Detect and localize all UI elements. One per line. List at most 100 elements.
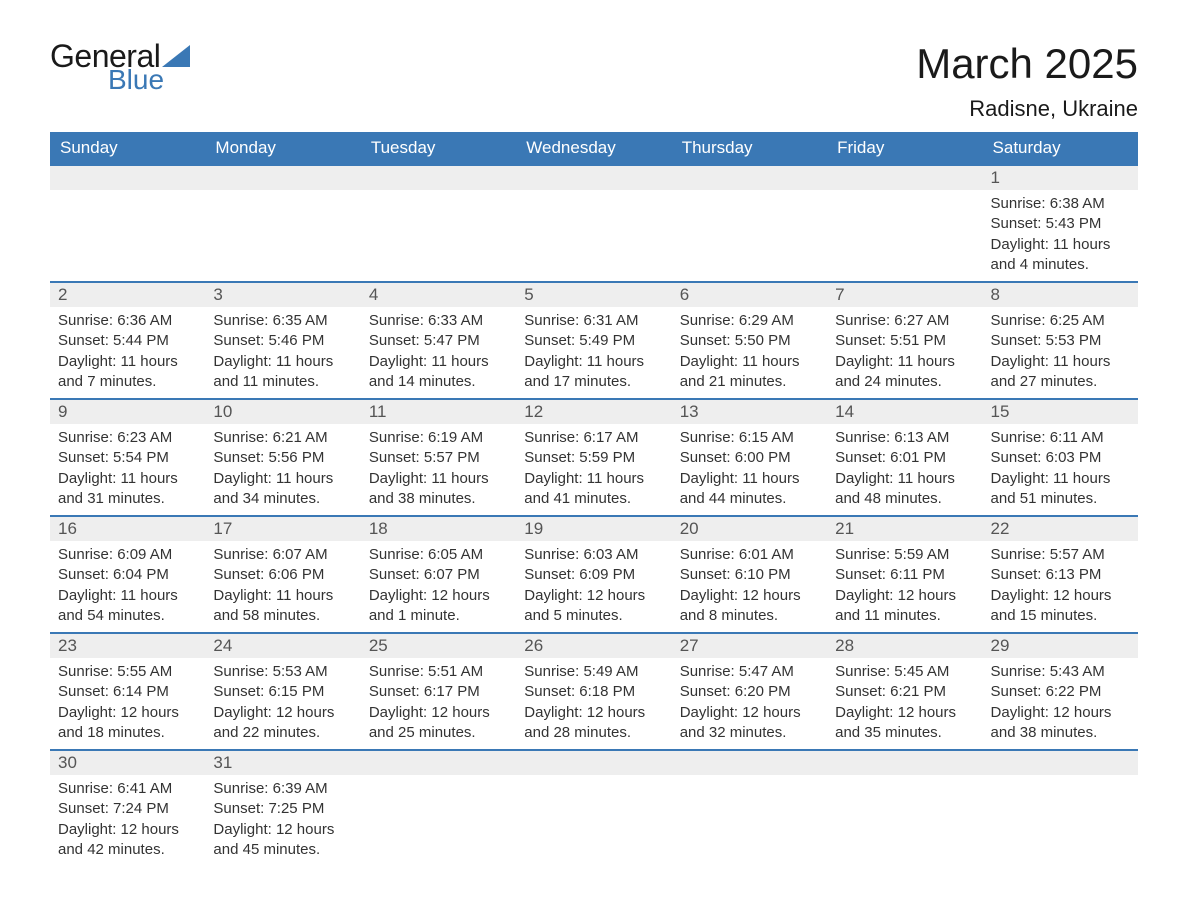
sunrise-text: Sunrise: 5:45 AM	[835, 662, 974, 682]
sunset-text: Sunset: 5:57 PM	[369, 448, 508, 468]
daylight-line2: and 38 minutes.	[991, 723, 1130, 743]
day-number: 21	[827, 517, 982, 541]
daylight-line1: Daylight: 11 hours	[213, 586, 352, 606]
daylight-line1: Daylight: 12 hours	[835, 703, 974, 723]
calendar-week-row: 30Sunrise: 6:41 AMSunset: 7:24 PMDayligh…	[50, 750, 1138, 866]
daylight-line2: and 41 minutes.	[524, 489, 663, 509]
calendar-cell: 16Sunrise: 6:09 AMSunset: 6:04 PMDayligh…	[50, 516, 205, 633]
day-number: 16	[50, 517, 205, 541]
header: General Blue March 2025 Radisne, Ukraine	[50, 40, 1138, 122]
calendar-cell	[827, 165, 982, 282]
day-number: 5	[516, 283, 671, 307]
day-details: Sunrise: 6:31 AMSunset: 5:49 PMDaylight:…	[516, 307, 671, 398]
day-details: Sunrise: 6:05 AMSunset: 6:07 PMDaylight:…	[361, 541, 516, 632]
sunrise-text: Sunrise: 6:38 AM	[991, 194, 1130, 214]
daylight-line1: Daylight: 11 hours	[58, 469, 197, 489]
day-number: 19	[516, 517, 671, 541]
daylight-line1: Daylight: 12 hours	[991, 703, 1130, 723]
day-number: 15	[983, 400, 1138, 424]
sunrise-text: Sunrise: 5:49 AM	[524, 662, 663, 682]
daylight-line2: and 11 minutes.	[835, 606, 974, 626]
day-number: 11	[361, 400, 516, 424]
sunset-text: Sunset: 6:11 PM	[835, 565, 974, 585]
day-header: Sunday	[50, 132, 205, 165]
calendar-cell	[983, 750, 1138, 866]
daylight-line1: Daylight: 11 hours	[835, 352, 974, 372]
daylight-line1: Daylight: 11 hours	[58, 352, 197, 372]
sunset-text: Sunset: 6:07 PM	[369, 565, 508, 585]
daylight-line1: Daylight: 12 hours	[58, 820, 197, 840]
calendar-cell: 31Sunrise: 6:39 AMSunset: 7:25 PMDayligh…	[205, 750, 360, 866]
sunrise-text: Sunrise: 6:36 AM	[58, 311, 197, 331]
day-details: Sunrise: 5:45 AMSunset: 6:21 PMDaylight:…	[827, 658, 982, 749]
sunrise-text: Sunrise: 6:05 AM	[369, 545, 508, 565]
sunrise-text: Sunrise: 6:03 AM	[524, 545, 663, 565]
day-details: Sunrise: 6:29 AMSunset: 5:50 PMDaylight:…	[672, 307, 827, 398]
sunrise-text: Sunrise: 6:35 AM	[213, 311, 352, 331]
sunset-text: Sunset: 5:51 PM	[835, 331, 974, 351]
day-number: 4	[361, 283, 516, 307]
calendar-cell: 11Sunrise: 6:19 AMSunset: 5:57 PMDayligh…	[361, 399, 516, 516]
calendar-cell: 14Sunrise: 6:13 AMSunset: 6:01 PMDayligh…	[827, 399, 982, 516]
daylight-line2: and 48 minutes.	[835, 489, 974, 509]
day-number: 12	[516, 400, 671, 424]
day-number: 29	[983, 634, 1138, 658]
calendar-cell: 13Sunrise: 6:15 AMSunset: 6:00 PMDayligh…	[672, 399, 827, 516]
day-details: Sunrise: 6:03 AMSunset: 6:09 PMDaylight:…	[516, 541, 671, 632]
sunset-text: Sunset: 6:17 PM	[369, 682, 508, 702]
daylight-line2: and 35 minutes.	[835, 723, 974, 743]
sunset-text: Sunset: 6:06 PM	[213, 565, 352, 585]
sunset-text: Sunset: 6:01 PM	[835, 448, 974, 468]
daylight-line2: and 1 minute.	[369, 606, 508, 626]
daylight-line1: Daylight: 11 hours	[369, 469, 508, 489]
location: Radisne, Ukraine	[916, 96, 1138, 122]
day-number: 7	[827, 283, 982, 307]
day-details: Sunrise: 6:15 AMSunset: 6:00 PMDaylight:…	[672, 424, 827, 515]
calendar-cell: 2Sunrise: 6:36 AMSunset: 5:44 PMDaylight…	[50, 282, 205, 399]
calendar-cell: 23Sunrise: 5:55 AMSunset: 6:14 PMDayligh…	[50, 633, 205, 750]
calendar-week-row: 1Sunrise: 6:38 AMSunset: 5:43 PMDaylight…	[50, 165, 1138, 282]
day-header: Tuesday	[361, 132, 516, 165]
sunset-text: Sunset: 6:18 PM	[524, 682, 663, 702]
day-number: 23	[50, 634, 205, 658]
sunset-text: Sunset: 7:25 PM	[213, 799, 352, 819]
daylight-line1: Daylight: 12 hours	[213, 820, 352, 840]
daylight-line2: and 51 minutes.	[991, 489, 1130, 509]
day-details: Sunrise: 5:53 AMSunset: 6:15 PMDaylight:…	[205, 658, 360, 749]
sunset-text: Sunset: 6:21 PM	[835, 682, 974, 702]
daylight-line1: Daylight: 12 hours	[680, 586, 819, 606]
daylight-line2: and 8 minutes.	[680, 606, 819, 626]
daylight-line2: and 38 minutes.	[369, 489, 508, 509]
calendar-cell	[205, 165, 360, 282]
calendar-cell: 20Sunrise: 6:01 AMSunset: 6:10 PMDayligh…	[672, 516, 827, 633]
day-number: 28	[827, 634, 982, 658]
calendar-cell: 6Sunrise: 6:29 AMSunset: 5:50 PMDaylight…	[672, 282, 827, 399]
day-details: Sunrise: 6:17 AMSunset: 5:59 PMDaylight:…	[516, 424, 671, 515]
calendar-cell: 4Sunrise: 6:33 AMSunset: 5:47 PMDaylight…	[361, 282, 516, 399]
logo: General Blue	[50, 40, 190, 94]
sunset-text: Sunset: 5:47 PM	[369, 331, 508, 351]
day-header: Friday	[827, 132, 982, 165]
daylight-line1: Daylight: 11 hours	[680, 352, 819, 372]
daylight-line1: Daylight: 12 hours	[524, 703, 663, 723]
daylight-line2: and 14 minutes.	[369, 372, 508, 392]
day-number: 20	[672, 517, 827, 541]
empty-daynum	[827, 166, 982, 190]
sunrise-text: Sunrise: 5:53 AM	[213, 662, 352, 682]
daylight-line2: and 58 minutes.	[213, 606, 352, 626]
sunrise-text: Sunrise: 6:11 AM	[991, 428, 1130, 448]
day-details: Sunrise: 6:07 AMSunset: 6:06 PMDaylight:…	[205, 541, 360, 632]
calendar-header-row: SundayMondayTuesdayWednesdayThursdayFrid…	[50, 132, 1138, 165]
daylight-line1: Daylight: 12 hours	[524, 586, 663, 606]
calendar-cell	[827, 750, 982, 866]
day-number: 6	[672, 283, 827, 307]
day-details: Sunrise: 5:43 AMSunset: 6:22 PMDaylight:…	[983, 658, 1138, 749]
calendar-cell: 8Sunrise: 6:25 AMSunset: 5:53 PMDaylight…	[983, 282, 1138, 399]
daylight-line1: Daylight: 12 hours	[369, 703, 508, 723]
sunrise-text: Sunrise: 5:59 AM	[835, 545, 974, 565]
sunrise-text: Sunrise: 6:13 AM	[835, 428, 974, 448]
calendar-cell: 24Sunrise: 5:53 AMSunset: 6:15 PMDayligh…	[205, 633, 360, 750]
empty-daynum	[672, 751, 827, 775]
calendar-week-row: 23Sunrise: 5:55 AMSunset: 6:14 PMDayligh…	[50, 633, 1138, 750]
day-number: 13	[672, 400, 827, 424]
